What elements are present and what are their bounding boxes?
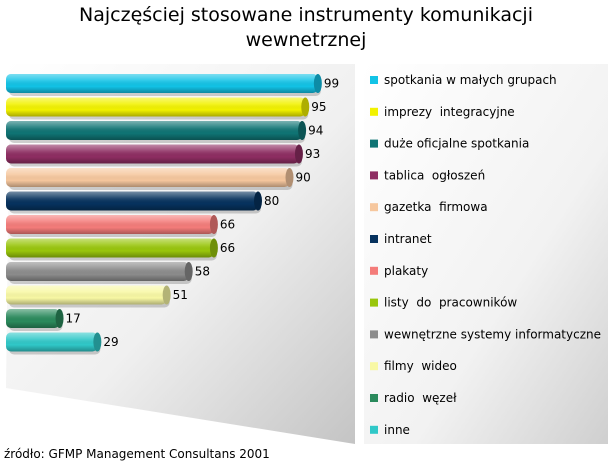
legend-swatch — [370, 139, 378, 148]
bar-8 — [6, 238, 218, 261]
bar-value-label: 99 — [324, 77, 339, 91]
bar-12 — [6, 332, 102, 355]
legend-label: inne — [384, 423, 410, 437]
bar-10 — [6, 285, 171, 308]
legend-label: filmy wideo — [384, 359, 457, 373]
bar-5 — [6, 168, 294, 190]
bar-3 — [6, 121, 307, 143]
bar-value-label: 93 — [305, 147, 320, 161]
legend-label: radio węzeł — [384, 391, 457, 405]
legend-label: plakaty — [384, 264, 428, 278]
legend-label: gazetka firmowa — [384, 200, 488, 214]
legend-label: imprezy integracyjne — [384, 105, 515, 119]
legend-panel — [364, 64, 608, 444]
legend: spotkania w małych grupach imprezy integr… — [370, 73, 601, 437]
bar-7 — [6, 215, 218, 237]
bar-value-label: 90 — [296, 171, 311, 185]
bar-value-label: 51 — [173, 288, 188, 302]
legend-swatch — [370, 171, 378, 180]
bar-1 — [6, 74, 322, 96]
legend-label: duże oficjalne spotkania — [384, 137, 529, 151]
bar-group: 99 95 94 93 90 80 66 66 58 51 17 29 — [6, 74, 339, 355]
legend-swatch — [370, 76, 378, 84]
legend-swatch — [370, 266, 378, 275]
bar-value-label: 94 — [308, 124, 323, 138]
legend-swatch — [370, 330, 378, 339]
bar-value-label: 66 — [220, 218, 235, 232]
bar-value-label: 17 — [66, 312, 81, 326]
chart-title: Najczęściej stosowane instrumenty komuni… — [79, 4, 533, 51]
legend-swatch — [370, 298, 378, 307]
bar-value-label: 58 — [195, 265, 210, 279]
legend-label: wewnętrzne systemy informatyczne — [384, 327, 601, 341]
bar-9 — [6, 262, 193, 284]
legend-swatch — [370, 203, 378, 212]
source-note: źródło: GFMP Management Consultans 2001 — [4, 447, 270, 461]
legend-label: listy do pracowników — [384, 296, 517, 310]
legend-swatch — [370, 107, 378, 116]
legend-label: spotkania w małych grupach — [384, 73, 557, 87]
legend-swatch — [370, 425, 378, 434]
bar-value-label: 66 — [220, 241, 235, 255]
bar-value-label: 80 — [264, 194, 279, 208]
legend-swatch — [370, 394, 378, 402]
bar-4 — [6, 144, 303, 167]
legend-swatch — [370, 362, 378, 371]
legend-label: intranet — [384, 232, 432, 246]
bar-2 — [6, 97, 310, 120]
legend-swatch — [370, 235, 378, 243]
bar-11 — [6, 309, 64, 331]
bar-value-label: 29 — [103, 335, 118, 349]
bar-6 — [6, 191, 262, 214]
bar-value-label: 95 — [311, 100, 326, 114]
legend-label: tablica ogłoszeń — [384, 168, 485, 182]
